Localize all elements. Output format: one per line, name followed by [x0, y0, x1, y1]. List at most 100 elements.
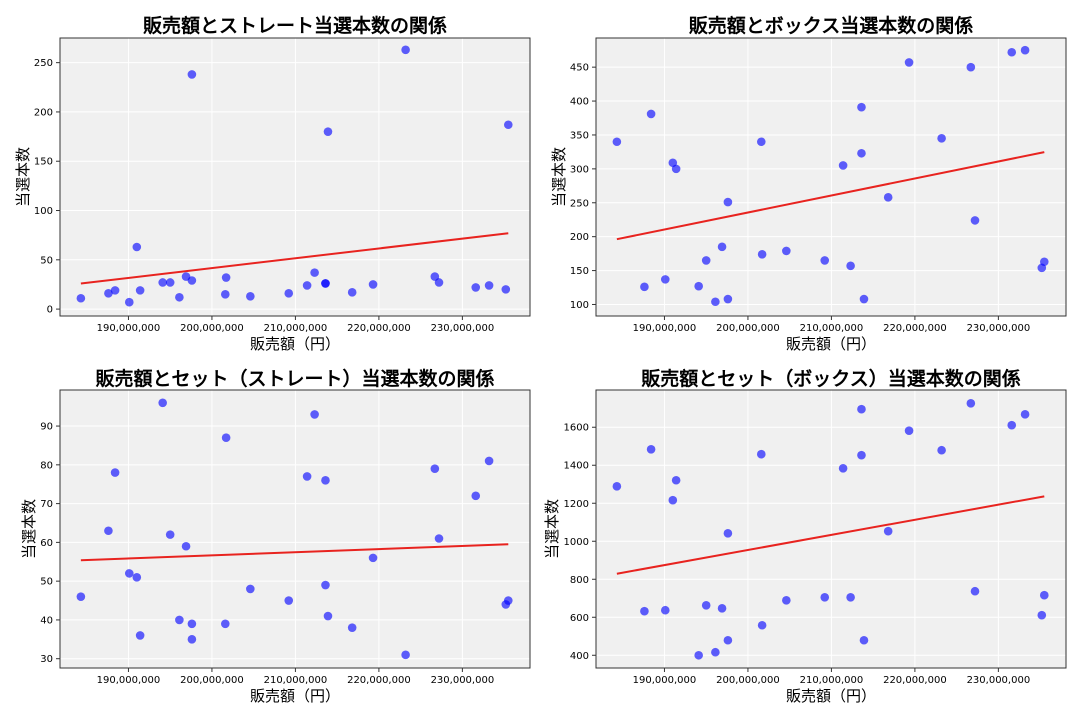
- data-point: [1020, 410, 1030, 419]
- data-point: [76, 293, 86, 303]
- subplot-straight: 販売額とストレート当選本数の関係 販売額（円） 当選本数 190,000,000…: [14, 14, 531, 353]
- data-point: [970, 216, 980, 225]
- y-tick-label: 50: [40, 255, 53, 266]
- data-point: [104, 289, 113, 298]
- data-point: [220, 290, 230, 299]
- y-tick-label: 80: [40, 460, 53, 471]
- x-tick-label: 230,000,000: [967, 675, 1031, 686]
- y-tick-label: 450: [570, 63, 589, 74]
- data-point: [859, 635, 869, 645]
- data-point: [284, 596, 294, 605]
- chart-title: 販売額とボックス当選本数の関係: [689, 14, 973, 37]
- data-point: [846, 593, 855, 602]
- data-point: [646, 444, 656, 454]
- data-point: [612, 137, 622, 147]
- y-axis-label: 当選本数: [20, 499, 38, 559]
- data-point: [310, 410, 319, 419]
- x-axis-label: 販売額（円）: [786, 687, 876, 705]
- data-point: [646, 109, 656, 119]
- data-point: [1039, 590, 1049, 600]
- axes-frame: [595, 37, 1067, 317]
- data-point: [401, 45, 410, 55]
- data-point: [937, 134, 946, 143]
- data-point: [883, 193, 893, 202]
- y-tick-label: 1400: [564, 461, 589, 472]
- data-point: [711, 647, 720, 657]
- data-point: [321, 580, 330, 590]
- data-point: [857, 102, 866, 112]
- data-point: [723, 635, 733, 645]
- y-tick-label: 60: [40, 538, 53, 549]
- data-point: [221, 273, 231, 282]
- data-point: [660, 275, 670, 284]
- subplot-box: 販売額とボックス当選本数の関係 販売額（円） 当選本数 190,000,000 2…: [550, 14, 1067, 353]
- data-point: [323, 127, 333, 136]
- trend-line: [616, 151, 1045, 241]
- y-tick-label: 400: [570, 651, 589, 662]
- data-point: [1020, 45, 1030, 55]
- data-point: [187, 276, 197, 285]
- data-point: [757, 249, 767, 259]
- x-tick-label: 200,000,000: [716, 675, 780, 686]
- data-point: [966, 399, 976, 408]
- data-point: [321, 279, 330, 288]
- data-point: [347, 288, 357, 297]
- data-point: [857, 450, 866, 460]
- data-point: [904, 426, 914, 435]
- data-point: [302, 472, 312, 481]
- data-point: [1039, 257, 1049, 267]
- data-point: [1007, 47, 1017, 57]
- data-point: [859, 294, 869, 304]
- y-tick-label: 30: [40, 654, 53, 665]
- y-tick-label: 200: [34, 107, 53, 118]
- data-point: [671, 164, 681, 174]
- data-point: [434, 534, 444, 543]
- data-point: [132, 572, 142, 582]
- data-point: [434, 278, 444, 287]
- data-point: [471, 491, 481, 501]
- y-tick-label: 100: [34, 206, 53, 217]
- data-point: [284, 289, 294, 298]
- data-point: [124, 297, 134, 307]
- x-tick-label: 210,000,000: [264, 323, 328, 334]
- y-axis-label: 当選本数: [550, 147, 568, 207]
- trend-line: [80, 232, 509, 285]
- data-point: [904, 58, 914, 67]
- data-point: [820, 256, 830, 265]
- x-axis-label: 販売額（円）: [786, 335, 876, 353]
- y-tick-label: 40: [40, 615, 53, 626]
- x-tick-label: 230,000,000: [431, 323, 495, 334]
- x-axis-label: 販売額（円）: [250, 687, 340, 705]
- x-tick-label: 210,000,000: [264, 675, 328, 686]
- data-point: [246, 291, 255, 301]
- data-point: [471, 283, 481, 292]
- data-point: [883, 526, 893, 536]
- data-point: [484, 281, 494, 290]
- data-point: [401, 650, 410, 660]
- data-point: [76, 592, 86, 601]
- data-point: [181, 541, 191, 551]
- x-tick-label: 200,000,000: [180, 675, 244, 686]
- data-point: [158, 278, 167, 287]
- data-point: [135, 631, 145, 640]
- y-tick-label: 400: [570, 97, 589, 108]
- data-point: [430, 464, 440, 474]
- data-point: [820, 593, 830, 602]
- x-tick-label: 210,000,000: [800, 675, 864, 686]
- data-point: [694, 281, 703, 291]
- y-tick-label: 600: [570, 613, 589, 624]
- y-tick-label: 1000: [564, 537, 589, 548]
- data-point: [756, 137, 766, 147]
- data-point: [838, 161, 848, 170]
- data-point: [110, 286, 120, 295]
- data-point: [503, 596, 513, 605]
- x-axis-label: 販売額（円）: [250, 335, 340, 353]
- y-tick-label: 1200: [564, 499, 589, 510]
- data-point: [612, 482, 622, 491]
- y-tick-label: 70: [40, 499, 53, 510]
- y-tick-label: 250: [34, 58, 53, 69]
- x-tick-label: 200,000,000: [180, 323, 244, 334]
- data-point: [158, 398, 167, 408]
- axes-frame: [595, 389, 1067, 669]
